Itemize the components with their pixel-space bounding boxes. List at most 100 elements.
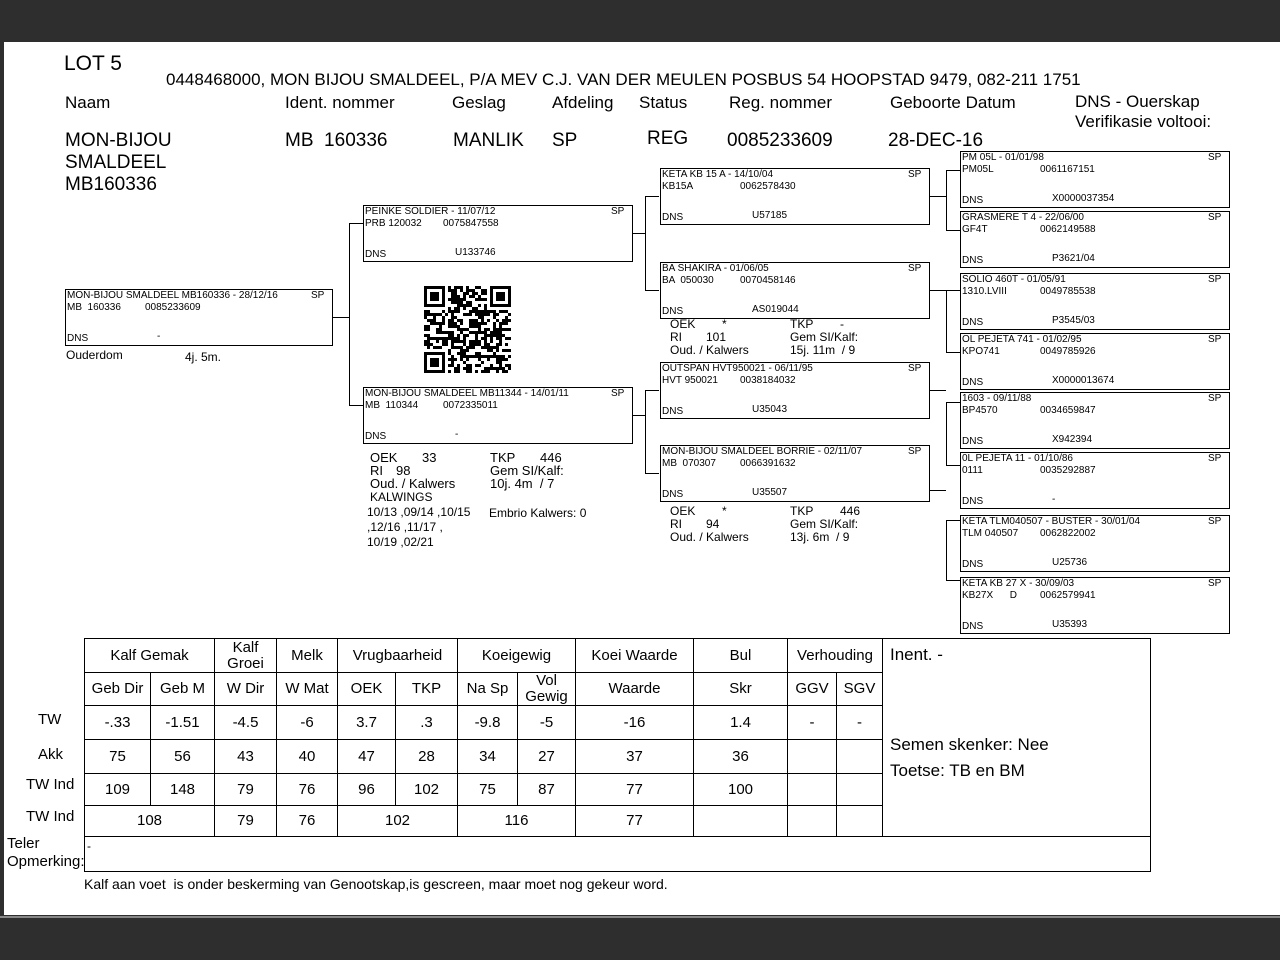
breed-code: SP (611, 206, 625, 217)
qr-module (496, 331, 499, 334)
qr-module (505, 310, 508, 313)
qr-module (481, 313, 484, 316)
value-cell: 76 (276, 773, 338, 806)
qr-module (496, 346, 499, 349)
qr-module (496, 367, 499, 370)
qr-module (469, 367, 472, 370)
ident: 0111 (962, 465, 983, 476)
value-cell: 28 (395, 739, 458, 774)
qr-module (493, 313, 496, 316)
connector (645, 290, 659, 291)
qr-module (451, 343, 454, 346)
qr-module (475, 334, 478, 337)
qr-module (484, 304, 487, 307)
pedigree-box (660, 362, 930, 419)
qr-module (505, 322, 508, 325)
value-cell: 148 (150, 773, 215, 806)
qr-module (457, 337, 460, 340)
field-value: MB160336 (65, 174, 157, 195)
animal-name: KETA KB 27 X - 30/09/03 (962, 578, 1075, 589)
qr-module (508, 367, 511, 370)
reg-number: 0075847558 (443, 218, 499, 229)
field-value: REG (647, 128, 689, 149)
qr-module (460, 346, 463, 349)
field-value: SMALDEEL (65, 152, 167, 173)
qr-module (499, 340, 502, 343)
qr-module (478, 295, 481, 298)
pedigree-box (960, 392, 1230, 449)
qr-module (460, 319, 463, 322)
qr-module (499, 334, 502, 337)
reg-number: 0066391632 (740, 458, 796, 469)
dns-value: AS019044 (752, 304, 799, 315)
group-header: Kalf Groei (214, 638, 277, 673)
qr-module (451, 292, 454, 295)
qr-module (460, 286, 463, 289)
qr-module (499, 358, 502, 361)
qr-module (424, 313, 427, 316)
qr-module (481, 310, 484, 313)
qr-module (496, 337, 499, 340)
qr-module (475, 370, 478, 373)
qr-module (466, 328, 469, 331)
qr-module (433, 346, 436, 349)
qr-module (475, 355, 478, 358)
animal-name: SOLIO 460T - 01/05/91 (962, 274, 1066, 285)
column-header: Skr (693, 672, 788, 706)
breed-code: SP (311, 290, 325, 301)
reg-number: 0062149588 (1040, 224, 1096, 235)
qr-module (505, 349, 508, 352)
qr-module (433, 322, 436, 325)
stat-label: OEK (670, 317, 696, 331)
qr-module (460, 298, 463, 301)
value-cell: 27 (517, 739, 576, 774)
qr-module (469, 319, 472, 322)
connector (946, 402, 947, 465)
qr-module (499, 310, 502, 313)
qr-module (451, 310, 454, 313)
info-text: Semen skenker: Nee (890, 735, 1049, 754)
ident: KPO741 (962, 346, 1000, 357)
qr-module (463, 349, 466, 352)
dns-verification: Verifikasie voltooi: (1075, 112, 1212, 131)
animal-name: BA SHAKIRA - 01/06/05 (662, 263, 769, 274)
ident: KB15A (662, 181, 694, 192)
value-cell: 34 (457, 739, 518, 774)
qr-module (463, 295, 466, 298)
stat-value: 98 (396, 463, 411, 478)
qr-module (460, 304, 463, 307)
qr-module (430, 358, 439, 367)
qr-module (442, 337, 445, 340)
reg-number: 0035292887 (1040, 465, 1096, 476)
pedigree-box (960, 452, 1230, 509)
value-cell: 102 (395, 773, 458, 806)
qr-module (463, 367, 466, 370)
qr-module (493, 310, 496, 313)
qr-module (484, 340, 487, 343)
lot-number: LOT 5 (64, 52, 122, 75)
qr-module (499, 367, 502, 370)
qr-module (454, 346, 457, 349)
qr-module (427, 319, 430, 322)
pedigree-box (960, 273, 1230, 330)
qr-module (454, 358, 457, 361)
reg-number: 0062579941 (1040, 590, 1096, 601)
qr-module (472, 343, 475, 346)
qr-module (472, 289, 475, 292)
qr-module (499, 328, 502, 331)
qr-module (469, 310, 472, 313)
value-cell: 75 (84, 739, 151, 774)
qr-module (484, 307, 487, 310)
qr-module (472, 340, 475, 343)
dns-label: DNS (365, 249, 387, 260)
qr-module (448, 310, 451, 313)
value-cell: 96 (337, 773, 396, 806)
qr-module (493, 346, 496, 349)
qr-module (478, 355, 481, 358)
qr-module (442, 316, 445, 319)
qr-module (469, 343, 472, 346)
stat-label: Gem SI/Kalf: (490, 463, 564, 478)
value-cell: 75 (457, 773, 518, 806)
qr-module (481, 316, 484, 319)
qr-module (439, 322, 442, 325)
